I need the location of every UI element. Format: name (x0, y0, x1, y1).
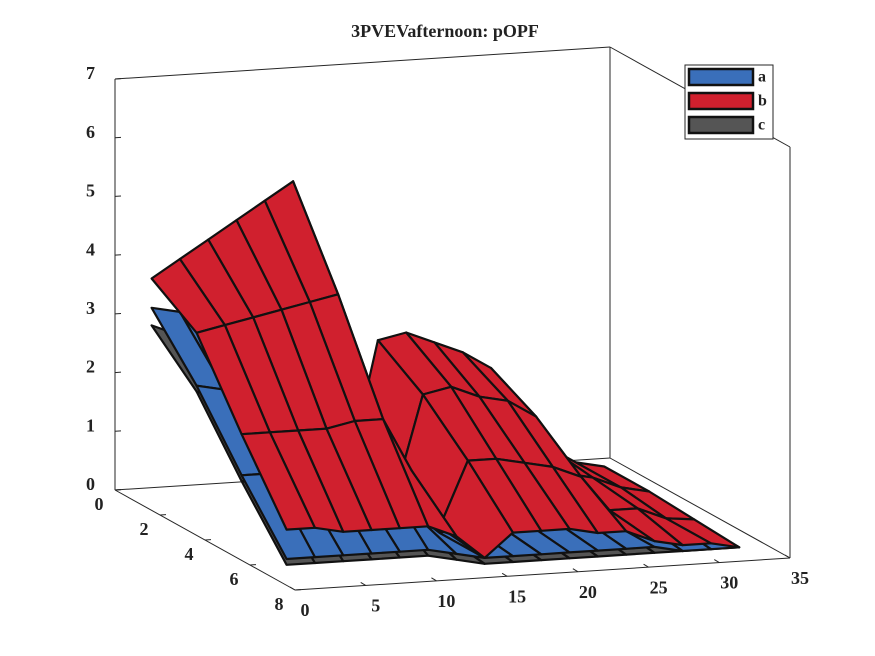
x-tick-label: 10 (437, 591, 455, 611)
surface-patch (240, 431, 316, 531)
y-tick-label: 6 (230, 569, 239, 589)
x-tick-label: 20 (579, 582, 597, 602)
y-tick-label: 0 (95, 494, 104, 514)
x-tick (360, 581, 366, 586)
x-tick (501, 572, 508, 577)
z-tick-label: 6 (86, 122, 95, 142)
legend-swatch (687, 115, 755, 135)
x-tick (643, 563, 649, 568)
y-tick-label: 2 (140, 519, 149, 539)
x-tick (714, 559, 720, 564)
legend-label: b (758, 93, 767, 110)
z-tick-label: 4 (86, 239, 95, 259)
x-tick-label: 25 (650, 577, 668, 597)
z-tick-label: 2 (86, 357, 95, 377)
box-edge (609, 457, 791, 559)
z-tick-label: 0 (86, 474, 95, 494)
x-tick-label: 30 (720, 573, 738, 593)
x-axis (294, 557, 791, 591)
legend-label: a (758, 69, 766, 86)
x-tick (431, 577, 437, 582)
chart-title: 3PVEVafternoon: pOPF (351, 21, 539, 41)
x-tick-label: 0 (301, 600, 310, 620)
legend-label: c (758, 117, 765, 134)
x-tick (572, 568, 579, 573)
z-tick-label: 3 (86, 298, 95, 318)
legend: abc (684, 64, 774, 140)
x-tick (784, 554, 791, 559)
box-edge (114, 46, 611, 80)
x-tick-label: 35 (791, 568, 809, 588)
x-tick-label: 15 (508, 586, 526, 606)
legend-swatch (687, 67, 755, 87)
legend-swatch (687, 91, 755, 111)
x-tick (289, 586, 296, 591)
z-tick-label: 1 (86, 415, 95, 435)
y-tick-label: 8 (275, 594, 284, 614)
y-tick-label: 4 (185, 544, 194, 564)
z-tick-label: 5 (86, 181, 95, 201)
z-tick-label: 7 (86, 63, 95, 83)
x-tick-label: 5 (371, 596, 380, 616)
